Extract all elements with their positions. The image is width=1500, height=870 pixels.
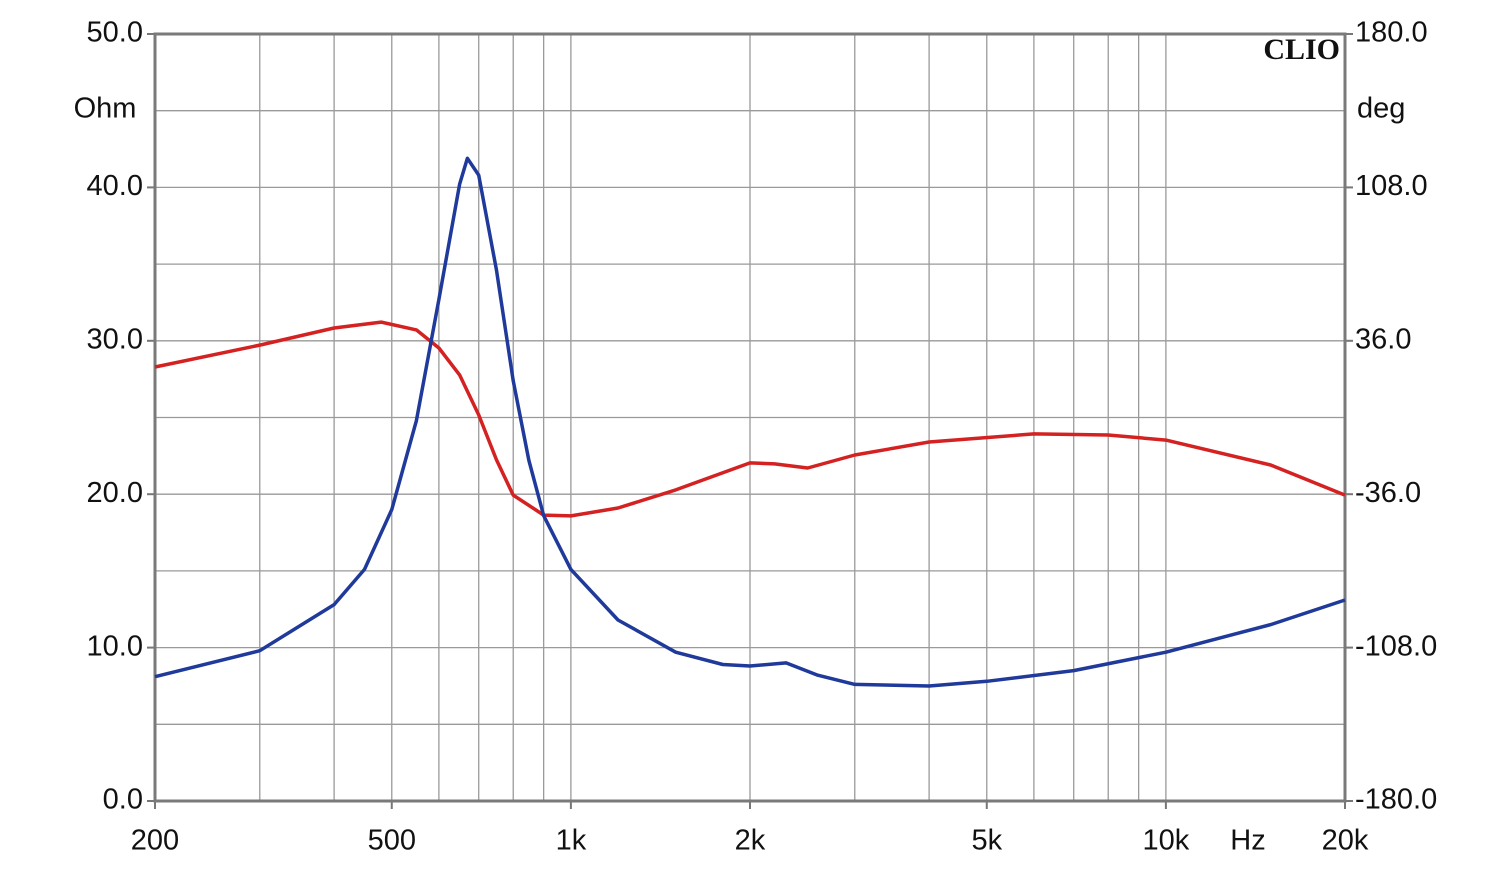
x-tick-label: 500 [368,825,416,857]
y2-tick-label: 180.0 [1355,17,1428,49]
y2-tick-label: 108.0 [1355,170,1428,202]
x-tick-label: 2k [735,825,766,857]
y2-tick-label: 36.0 [1355,323,1411,355]
x-tick-label: 5k [971,825,1002,857]
y-tick-label: 30.0 [87,323,143,355]
x-tick-label: 200 [131,825,179,857]
x-tick-label: 1k [556,825,587,857]
y2-axis-unit: deg [1357,93,1405,125]
y-tick-label: 50.0 [87,17,143,49]
y2-tick-label: -180.0 [1355,784,1437,816]
y-tick-label: 20.0 [87,477,143,509]
data-line [154,320,1346,518]
y-tick-label: 10.0 [87,630,143,662]
data-line [154,156,1346,688]
x-tick-label: 20k [1322,825,1369,857]
x-axis-unit: Hz [1230,825,1265,857]
y2-tick-label: -36.0 [1355,477,1421,509]
x-tick-label: 10k [1143,825,1190,857]
y-axis-unit: Ohm [74,93,137,125]
y-tick-label: 40.0 [87,170,143,202]
y-tick-label: 0.0 [103,784,143,816]
plot-frame [153,32,1347,803]
y2-tick-label: -108.0 [1355,630,1437,662]
watermark: CLIO [1263,33,1340,66]
